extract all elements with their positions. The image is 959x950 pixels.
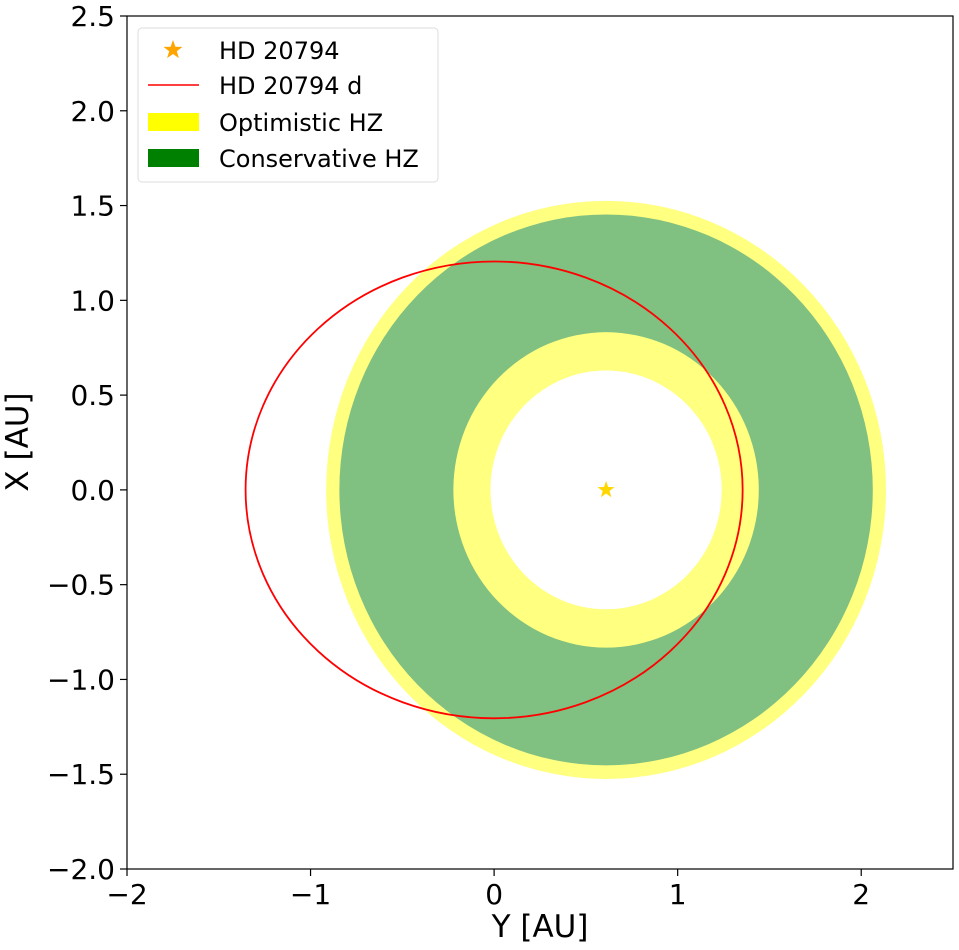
legend-label: Conservative HZ (219, 145, 419, 173)
orbit-hd-20794-d (244, 260, 744, 720)
legend-swatch (148, 149, 199, 167)
legend-label: HD 20794 (219, 37, 340, 65)
legend-label: Optimistic HZ (219, 109, 383, 137)
x-tick-label: 0 (485, 878, 503, 911)
y-tick-label: −2.0 (47, 853, 115, 886)
x-axis-label: Y [AU] (491, 909, 589, 945)
plot-area (244, 200, 887, 779)
legend-item-conservative: Conservative HZ (148, 145, 419, 173)
legend-item-optimistic: Optimistic HZ (148, 109, 383, 137)
legend-swatch (148, 113, 199, 131)
legend-label: HD 20794 d (219, 72, 362, 100)
y-tick-label: 0.5 (70, 379, 115, 412)
x-tick-label: −2 (106, 878, 147, 911)
x-axis: −2 −1 0 1 2 (106, 869, 870, 911)
y-tick-label: −1.5 (47, 758, 115, 791)
x-tick-label: 2 (852, 878, 870, 911)
y-tick-label: 2.0 (70, 95, 115, 128)
y-tick-label: 1.0 (70, 284, 115, 317)
axes-frame (126, 15, 954, 870)
legend-item-star: HD 20794 (163, 37, 340, 65)
legend-item-orbit: HD 20794 d (148, 72, 362, 100)
y-tick-label: −1.0 (47, 663, 115, 696)
y-tick-label: −0.5 (47, 569, 115, 602)
legend-box (137, 27, 439, 183)
x-tick-label: −1 (290, 878, 331, 911)
y-axis-label: X [AU] (0, 392, 36, 491)
y-axis: −2.0 −1.5 −1.0 −0.5 0.0 0.5 1.0 1.5 2.0 2.5 (47, 0, 127, 886)
y-tick-label: 2.5 (70, 0, 115, 33)
y-tick-label: 1.5 (70, 190, 115, 223)
y-tick-label: 0.0 (70, 474, 115, 507)
legend: HD 20794 HD 20794 d Optimistic HZ Conser… (137, 27, 439, 183)
star-marker (597, 480, 615, 498)
x-tick-label: 1 (669, 878, 687, 911)
star-icon (163, 40, 183, 59)
